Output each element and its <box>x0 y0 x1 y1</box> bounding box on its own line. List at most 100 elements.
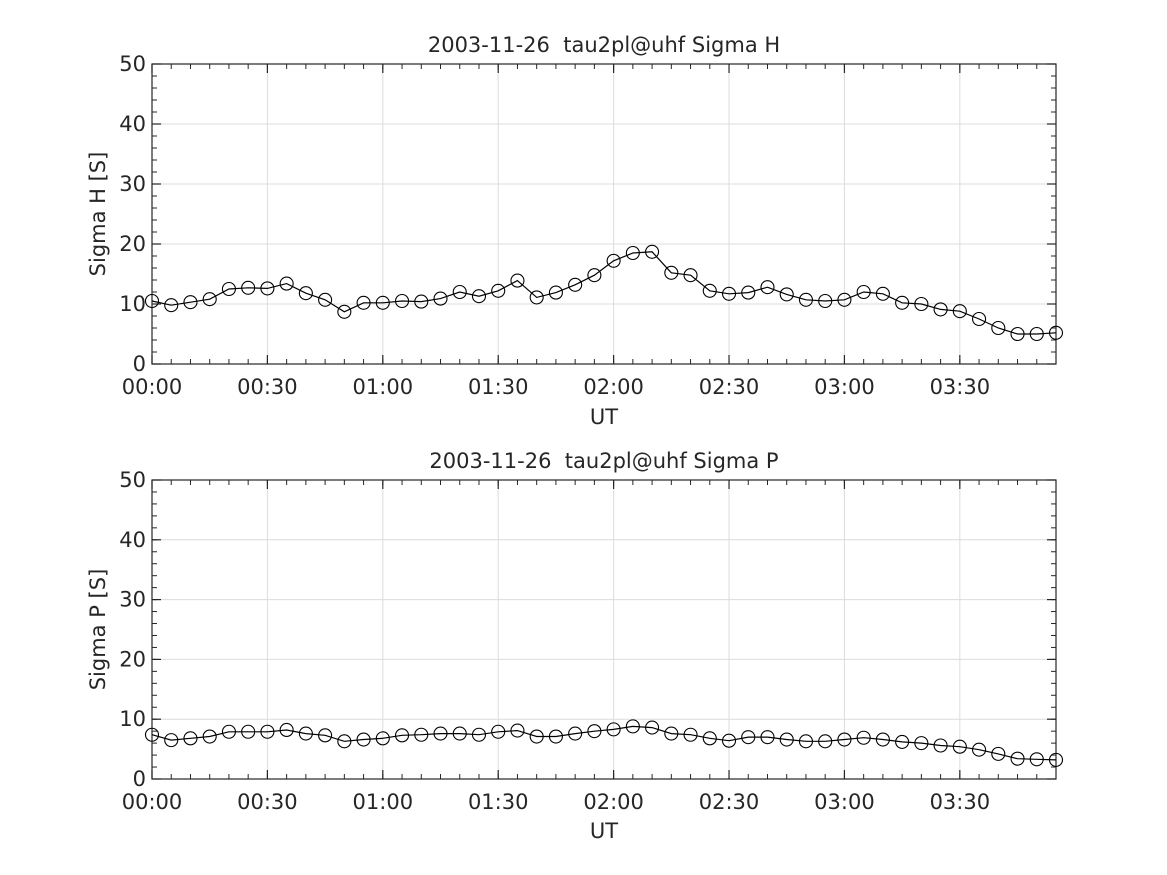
sigma-h-data-point <box>875 286 890 301</box>
sigma-h-x-tick-label: 02:00 <box>583 375 644 399</box>
sigma-h-data-point <box>1010 326 1025 342</box>
sigma-h-x-tick-label: 02:30 <box>699 375 760 399</box>
sigma-p-data-point <box>818 734 833 749</box>
sigma-p-panel: 0 10 20 30 40 50 00:00 00:30 01:00 01:30 02:00 02:3… <box>86 449 1064 843</box>
sigma-h-x-tick-label: 00:30 <box>237 375 298 399</box>
sigma-h-data-point <box>779 287 794 302</box>
sigma-h-y-tick-label: 50 <box>119 52 146 76</box>
sigma-p-axes-frame <box>151 479 1057 780</box>
sigma-p-y-tick-label: 0 <box>133 767 146 791</box>
sigma-h-data-point <box>452 284 467 300</box>
sigma-p-data-point <box>1010 751 1025 766</box>
sigma-p-data-point <box>856 730 871 745</box>
sigma-p-series-line <box>151 725 1057 761</box>
sigma-p-x-tick-label: 01:30 <box>468 790 529 814</box>
sigma-p-data-point <box>471 727 487 742</box>
sigma-h-data-point <box>798 292 814 307</box>
sigma-p-data-point <box>183 731 198 746</box>
sigma-h-data-point <box>1048 325 1064 340</box>
sigma-p-x-axis-label: UT <box>590 819 618 843</box>
sigma-h-data-point <box>221 281 236 297</box>
sigma-h-data-point <box>683 268 698 283</box>
sigma-h-x-tick-label: 01:00 <box>353 375 414 399</box>
sigma-h-data-point <box>375 295 390 310</box>
sigma-h-data-point <box>471 289 487 304</box>
sigma-p-data-point <box>645 720 660 735</box>
sigma-p-data-point <box>721 733 737 748</box>
sigma-p-x-tick-label: 03:30 <box>930 790 991 814</box>
sigma-h-data-point <box>721 286 737 301</box>
sigma-p-data-point <box>433 726 448 741</box>
sigma-h-data-point <box>529 290 544 305</box>
sigma-p-x-tick-label: 01:00 <box>353 790 414 814</box>
sigma-h-data-point <box>356 295 371 310</box>
sigma-h-data-point <box>1029 326 1044 342</box>
sigma-p-data-point <box>337 734 352 749</box>
sigma-p-data-point <box>452 726 467 741</box>
sigma-h-data-point <box>741 285 756 300</box>
sigma-h-axes-frame <box>151 63 1057 365</box>
sigma-p-x-tick-label: 03:00 <box>814 790 875 814</box>
sigma-p-data-point <box>144 727 160 742</box>
sigma-p-plot-area <box>152 480 1056 779</box>
sigma-h-data-point <box>972 311 987 327</box>
sigma-p-data-point <box>779 732 794 747</box>
sigma-h-series-line <box>151 251 1057 335</box>
sigma-p-data-point <box>529 729 544 744</box>
sigma-h-data-point <box>991 320 1006 336</box>
sigma-h-data-point <box>202 292 217 307</box>
sigma-p-data-point <box>664 726 679 741</box>
sigma-p-data-point <box>221 724 236 739</box>
sigma-h-chart-title: 2003-11-26 tau2pl@uhf Sigma H <box>428 33 780 57</box>
sigma-p-data-point <box>837 732 852 747</box>
sigma-p-data-point <box>318 728 333 743</box>
sigma-h-y-tick-label: 10 <box>119 292 146 316</box>
sigma-h-data-point <box>645 244 660 259</box>
sigma-h-data-point <box>241 280 256 295</box>
sigma-h-data-point <box>933 302 948 317</box>
sigma-h-data-point <box>952 304 967 319</box>
sigma-h-x-tick-label: 01:30 <box>468 375 529 399</box>
sigma-h-data-point <box>318 292 333 307</box>
sigma-h-data-point <box>394 293 410 309</box>
sigma-p-x-tick-label: 00:30 <box>237 790 298 814</box>
sigma-p-x-tick-label: 00:00 <box>122 790 183 814</box>
sigma-p-data-point <box>702 731 717 746</box>
sigma-h-data-point <box>914 296 929 312</box>
sigma-p-data-point <box>760 730 775 745</box>
sigma-p-data-point <box>683 727 698 742</box>
sigma-h-data-point <box>760 280 775 295</box>
sigma-h-plot-area <box>152 64 1056 364</box>
sigma-h-data-point <box>298 286 313 301</box>
sigma-h-data-point <box>568 277 583 292</box>
sigma-p-data-point <box>972 742 987 757</box>
sigma-h-data-point <box>433 291 448 306</box>
sigma-p-data-point <box>260 724 275 739</box>
sigma-p-data-point <box>1048 752 1064 767</box>
sigma-p-data-point <box>414 727 429 742</box>
sigma-h-y-axis-label: Sigma H [S] <box>86 152 110 277</box>
sigma-p-data-point <box>875 732 890 747</box>
sigma-p-data-point <box>606 722 621 737</box>
sigma-h-data-point <box>279 276 294 291</box>
sigma-h-y-tick-label: 30 <box>119 172 146 196</box>
sigma-h-data-point <box>818 293 833 309</box>
sigma-h-data-point <box>164 298 179 313</box>
sigma-p-y-tick-label: 50 <box>119 468 146 492</box>
sigma-h-x-tick-label: 03:30 <box>930 375 991 399</box>
sigma-p-data-point <box>279 722 294 738</box>
sigma-p-data-point <box>394 728 410 743</box>
sigma-h-y-tick-label: 20 <box>119 232 146 256</box>
sigma-p-data-point <box>298 726 313 741</box>
sigma-h-y-tick-label: 40 <box>119 112 146 136</box>
sigma-p-data-point <box>356 732 371 747</box>
sigma-h-data-point <box>895 295 910 310</box>
sigma-p-data-point <box>933 738 948 753</box>
sigma-p-y-tick-label: 10 <box>119 707 146 731</box>
sigma-h-data-point <box>144 293 160 309</box>
sigma-p-data-point <box>741 730 756 745</box>
sigma-h-data-point <box>837 292 852 307</box>
sigma-h-data-point <box>337 304 352 319</box>
sigma-p-data-point <box>625 719 640 734</box>
